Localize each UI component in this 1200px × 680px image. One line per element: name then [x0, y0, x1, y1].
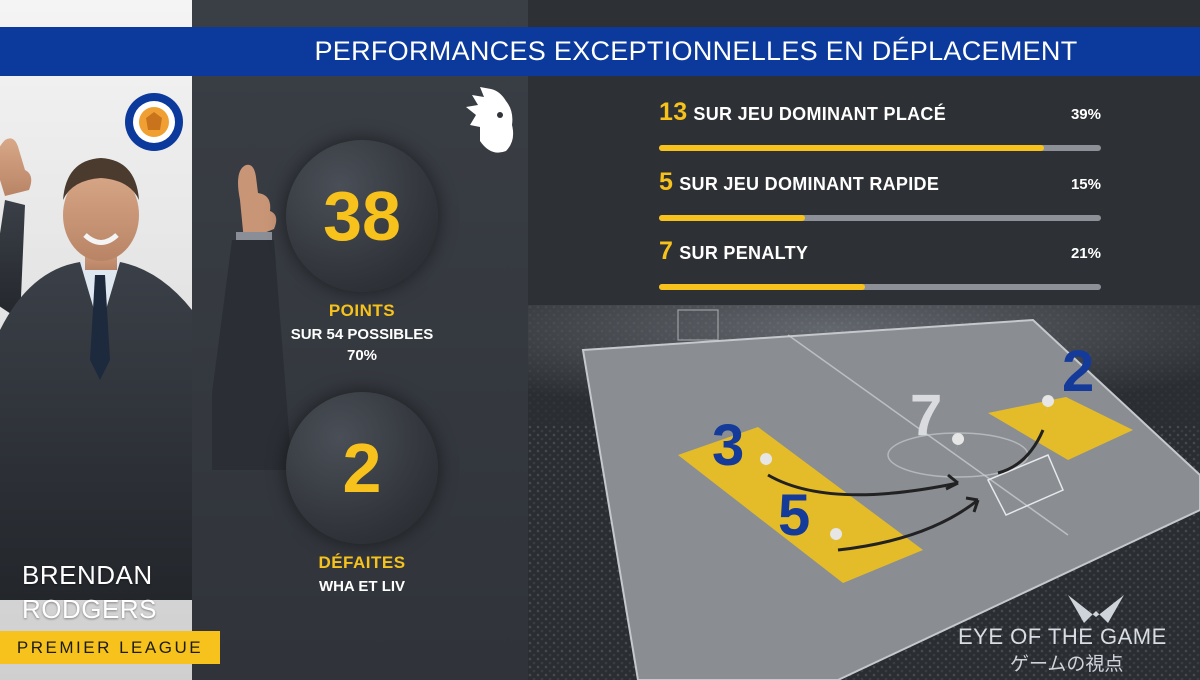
points-possible: SUR 54 POSSIBLES [290, 326, 434, 343]
brand-name: EYE OF THE GAME [958, 624, 1167, 649]
goal-type-label: 5 SUR JEU DOMINANT RAPIDE [659, 168, 1101, 197]
coach-photo-panel [0, 0, 192, 680]
points-percent: 70% [346, 347, 378, 364]
goal-type-percent: 21% [1070, 245, 1101, 262]
goal-type-bar [659, 215, 1101, 221]
goal-type-row: 5 SUR JEU DOMINANT RAPIDE 15% [659, 168, 1101, 221]
defeats-opponents: WHA ET LIV [318, 578, 406, 595]
goal-type-name: SUR PENALTY [679, 243, 809, 263]
defeats-label: DÉFAITES [318, 553, 406, 572]
goal-type-label: 13 SUR JEU DOMINANT PLACÉ [659, 98, 1101, 127]
stadium-pitch-graphic [528, 305, 1200, 680]
goal-type-bar [659, 145, 1101, 151]
goal-type-count: 13 [659, 98, 688, 126]
page-title: PERFORMANCES EXCEPTIONNELLES EN DÉPLACEM… [314, 36, 1078, 66]
pitch-number-positional: 3 [712, 413, 745, 478]
leicester-city-crest-icon [125, 93, 183, 151]
goal-type-bar [659, 284, 1101, 290]
pitch-diagram [528, 305, 1200, 680]
thumbs-up-icon [0, 138, 32, 196]
pitch-number-penalty: 7 [910, 383, 943, 448]
goal-type-percent: 15% [1070, 176, 1101, 193]
thumbs-up-icon [238, 164, 277, 241]
pitch-number-fast-break: 5 [778, 483, 811, 548]
goal-type-count: 5 [659, 168, 674, 196]
title-banner [0, 27, 1200, 76]
stats-panel: 38 POINTS SUR 54 POSSIBLES 70% 2 DÉFAITE… [192, 0, 528, 680]
points-label: POINTS [328, 301, 396, 320]
defeats-circle: 2 [286, 392, 438, 544]
goal-type-count: 7 [659, 237, 674, 265]
defeats-value: 2 [342, 429, 382, 507]
raised-arm [212, 164, 292, 470]
points-circle: 38 [286, 140, 438, 292]
points-value: 38 [323, 177, 401, 255]
goal-type-percent: 39% [1070, 106, 1101, 123]
league-badge [0, 631, 220, 664]
coach-last-name: RODGERS [22, 594, 157, 624]
coach-first-name: BRENDAN [22, 560, 153, 590]
eagle-logo-icon [1068, 595, 1124, 623]
goal-type-row: 7 SUR PENALTY 21% [659, 237, 1101, 290]
league-name: PREMIER LEAGUE [16, 638, 204, 657]
goal-type-bar-fill [659, 145, 1044, 151]
coach-photo [0, 138, 192, 600]
goal-type-bar-fill [659, 284, 865, 290]
goal-type-label: 7 SUR PENALTY [659, 237, 1101, 266]
goal-type-name: SUR JEU DOMINANT PLACÉ [693, 104, 947, 124]
premier-league-lion-icon [466, 87, 514, 153]
goal-type-row: 13 SUR JEU DOMINANT PLACÉ 39% [659, 98, 1101, 151]
goal-type-bar-fill [659, 215, 805, 221]
goal-type-name: SUR JEU DOMINANT RAPIDE [679, 174, 940, 194]
brand-subtitle: ゲームの視点 [1010, 654, 1124, 675]
pitch-number-right-zone: 2 [1062, 339, 1095, 404]
